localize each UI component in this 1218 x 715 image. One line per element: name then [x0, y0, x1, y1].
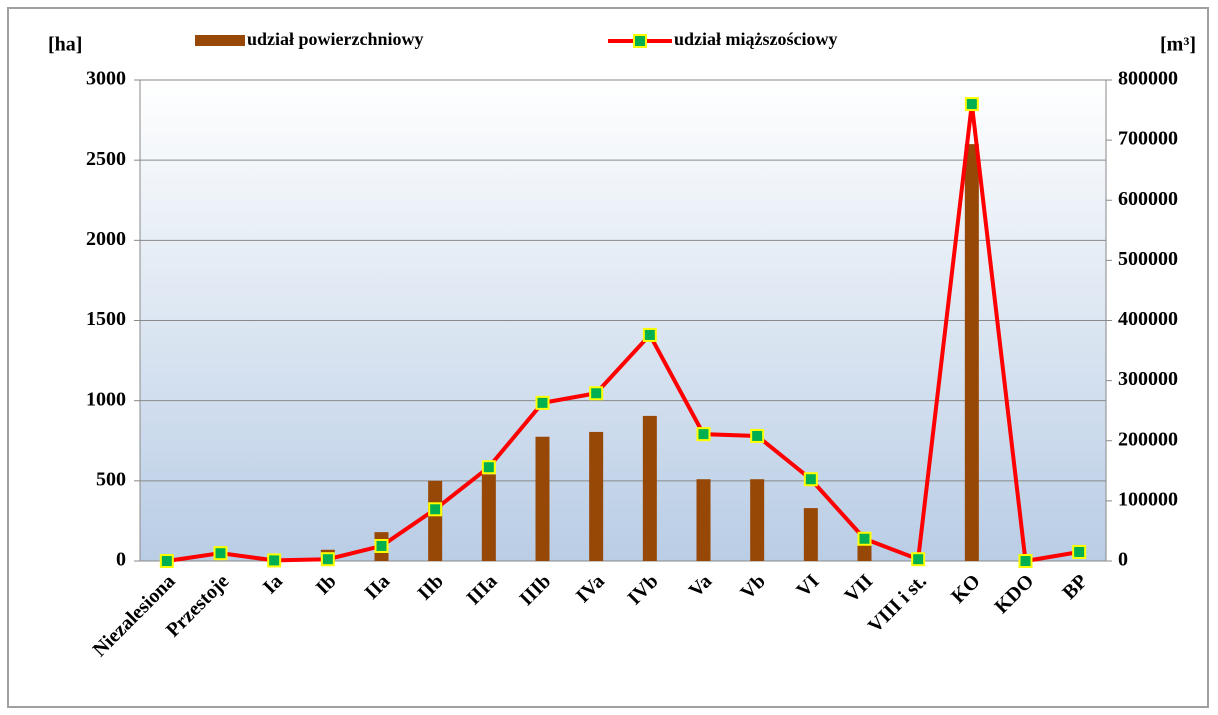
- bar: [964, 144, 979, 561]
- marker: [481, 460, 496, 475]
- y-tick-label: 500: [96, 468, 126, 490]
- y2-axis-label: [m³]: [1160, 34, 1196, 56]
- marker: [267, 553, 282, 568]
- marker: [428, 502, 443, 517]
- bar: [803, 508, 818, 561]
- bar: [589, 431, 604, 561]
- bar: [428, 480, 443, 561]
- bar: [696, 479, 711, 561]
- bar: [750, 479, 765, 561]
- marker: [320, 552, 335, 567]
- y2-tick-label: 300000: [1118, 368, 1178, 390]
- y2-tick-label: 800000: [1118, 68, 1178, 90]
- bar: [857, 544, 872, 561]
- y2-tick-label: 700000: [1118, 128, 1178, 150]
- y2-tick-label: 0: [1118, 549, 1128, 571]
- marker: [1072, 544, 1087, 559]
- marker: [374, 538, 389, 553]
- y-tick-label: 0: [116, 549, 126, 571]
- marker: [213, 546, 228, 561]
- y-tick-label: 1000: [86, 388, 126, 410]
- marker: [964, 97, 979, 112]
- marker: [642, 327, 657, 342]
- marker: [911, 552, 926, 567]
- marker: [696, 427, 711, 442]
- marker: [803, 472, 818, 487]
- bar: [535, 436, 550, 561]
- y2-tick-label: 200000: [1118, 428, 1178, 450]
- marker: [1018, 554, 1033, 568]
- line: [166, 103, 1080, 564]
- y-axis-label: [ha]: [48, 34, 82, 56]
- y2-tick-label: 500000: [1118, 248, 1178, 270]
- legend-marker: [633, 34, 647, 48]
- bar: [481, 474, 496, 561]
- marker: [535, 395, 550, 410]
- y-tick-label: 1500: [86, 308, 126, 330]
- y2-tick-label: 600000: [1118, 188, 1178, 210]
- y2-tick-label: 100000: [1118, 488, 1178, 510]
- y-tick-label: 3000: [86, 68, 126, 90]
- legend-swatch: [195, 35, 245, 46]
- legend-label: udział miąższościowy: [674, 29, 838, 49]
- y-tick-label: 2000: [86, 228, 126, 250]
- marker: [589, 386, 604, 401]
- marker: [750, 428, 765, 443]
- marker: [857, 531, 872, 546]
- y2-tick-label: 400000: [1118, 308, 1178, 330]
- bar: [642, 415, 657, 561]
- legend-label: udział powierzchniowy: [247, 29, 424, 49]
- marker: [159, 554, 174, 568]
- y-tick-label: 2500: [86, 148, 126, 170]
